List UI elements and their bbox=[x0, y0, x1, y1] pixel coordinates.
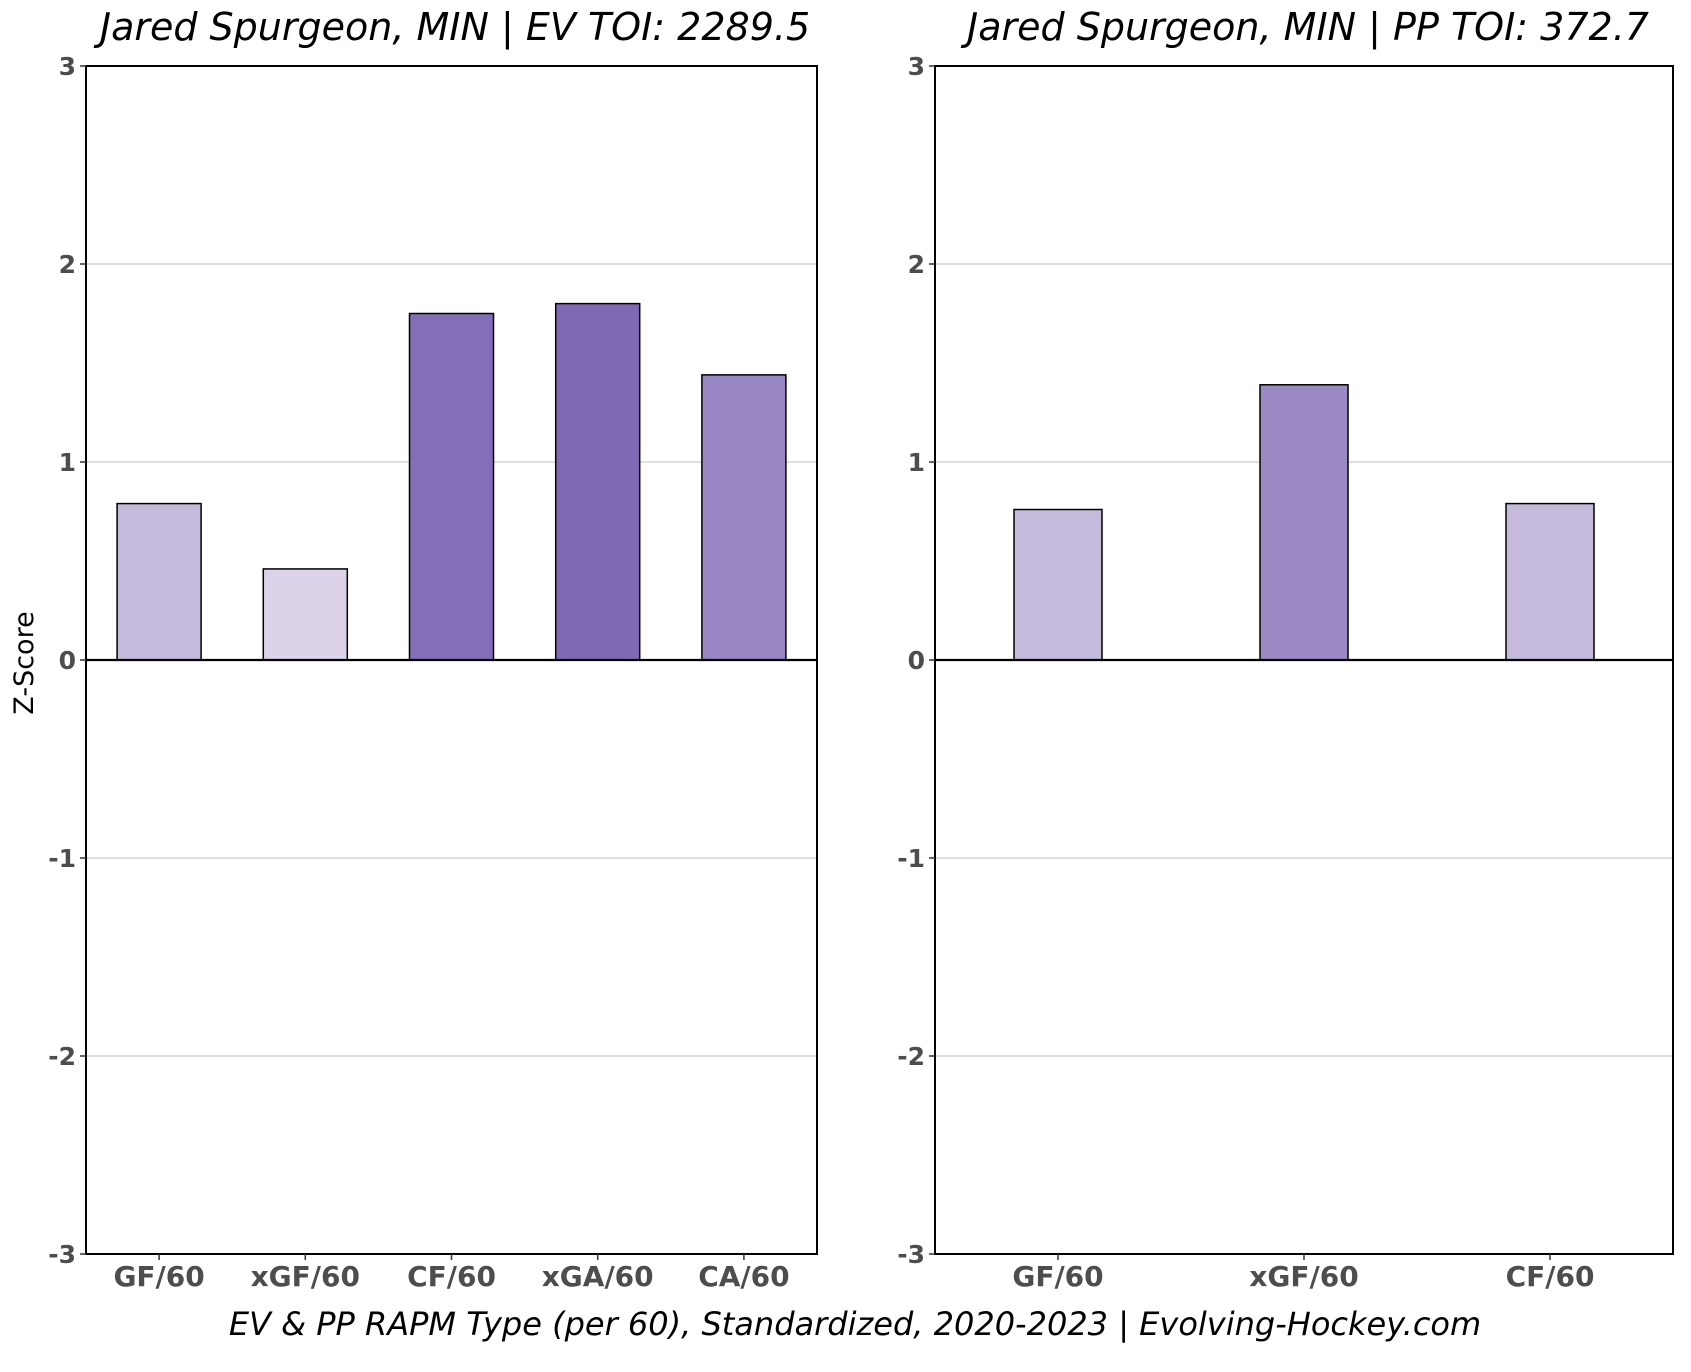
pp-bar-cf-60 bbox=[1505, 502, 1595, 661]
ev-panel: Jared Spurgeon, MIN | EV TOI: 2289.5 Z-S… bbox=[9, 5, 818, 1293]
ev-y-tick-label: 1 bbox=[59, 448, 76, 477]
pp-y-tick-label: 1 bbox=[908, 448, 925, 477]
ev-bar-ca-60 bbox=[701, 374, 787, 661]
pp-bar-gf-60 bbox=[1013, 508, 1103, 661]
pp-y-tick-label: -3 bbox=[897, 1240, 925, 1269]
ev-bar-cf-60 bbox=[408, 312, 495, 661]
ev-y-tick-label: 3 bbox=[59, 52, 76, 81]
ev-y-tick-label: 0 bbox=[59, 646, 76, 675]
ev-x-tick-label: GF/60 bbox=[113, 1260, 204, 1293]
ev-y-tick-label: -2 bbox=[48, 1042, 76, 1071]
pp-y-tick-label: -2 bbox=[897, 1042, 925, 1071]
ev-panel-title: Jared Spurgeon, MIN | EV TOI: 2289.5 bbox=[93, 5, 810, 50]
ev-bar-gf-60 bbox=[116, 502, 202, 661]
ev-bar-xga-60 bbox=[554, 302, 641, 661]
ev-x-tick-label: xGF/60 bbox=[251, 1260, 360, 1293]
ev-x-tick-label: xGA/60 bbox=[542, 1260, 654, 1293]
ev-y-tick-label: -1 bbox=[48, 844, 76, 873]
ev-y-tick-label: 2 bbox=[59, 250, 76, 279]
ev-x-tick-label: CA/60 bbox=[698, 1260, 789, 1293]
pp-y-tick-label: -1 bbox=[897, 844, 925, 873]
pp-y-tick-label: 0 bbox=[908, 646, 925, 675]
ev-bar-xgf-60 bbox=[262, 568, 349, 661]
ev-x-tick-label: CF/60 bbox=[407, 1260, 496, 1293]
pp-y-tick-label: 2 bbox=[908, 250, 925, 279]
y-axis-label: Z-Score bbox=[9, 611, 40, 714]
pp-x-tick-label: xGF/60 bbox=[1249, 1260, 1358, 1293]
pp-x-tick-label: CF/60 bbox=[1506, 1260, 1595, 1293]
figure-caption: EV & PP RAPM Type (per 60), Standardized… bbox=[229, 1305, 1481, 1343]
pp-x-tick-label: GF/60 bbox=[1012, 1260, 1103, 1293]
pp-bar-xgf-60 bbox=[1259, 384, 1349, 661]
pp-y-tick-label: 3 bbox=[908, 52, 925, 81]
pp-panel: Jared Spurgeon, MIN | PP TOI: 372.7 -3 -2… bbox=[897, 5, 1674, 1293]
ev-y-tick-label: -3 bbox=[48, 1240, 76, 1269]
pp-panel-title: Jared Spurgeon, MIN | PP TOI: 372.7 bbox=[960, 5, 1649, 50]
